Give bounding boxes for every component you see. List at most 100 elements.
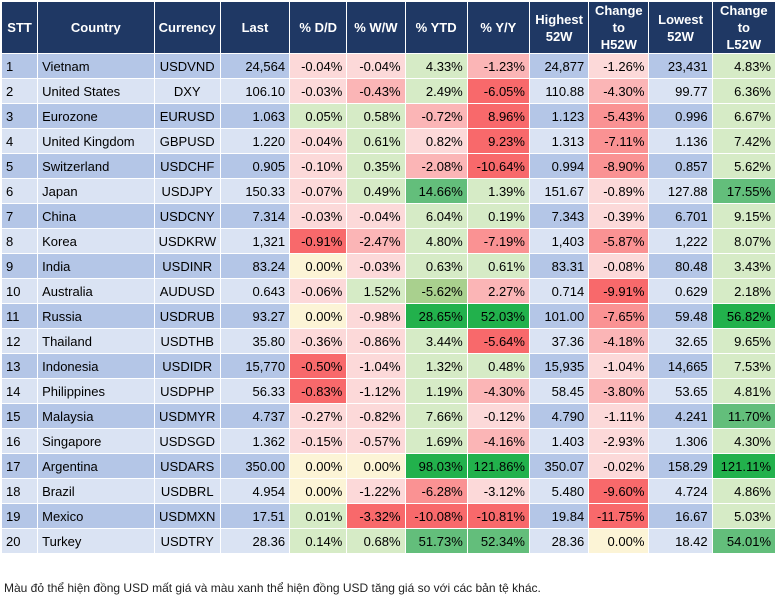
header-high52w: Highest 52W: [528, 1, 590, 54]
cell-ytd: 1.69%: [404, 428, 468, 454]
cell-ww: -0.57%: [346, 428, 406, 454]
cell-currency: USDBRL: [153, 478, 221, 504]
cell-change-l52w: 6.36%: [711, 78, 777, 104]
cell-high52w: 5.480: [528, 478, 590, 504]
cell-low52w: 53.65: [648, 378, 713, 404]
cell-ww: -1.12%: [346, 378, 406, 404]
cell-change-h52w: -3.80%: [588, 378, 650, 404]
cell-low52w: 18.42: [648, 528, 713, 554]
header-row: STT Country Currency Last% D/D% W/W% YTD% Y…: [0, 1, 777, 54]
cell-dd: -0.04%: [289, 128, 348, 154]
cell-low52w: 4.241: [648, 403, 713, 429]
cell-dd: -0.27%: [289, 403, 348, 429]
cell-change-h52w: -7.65%: [588, 303, 650, 329]
cell-dd: 0.14%: [289, 528, 348, 554]
header-country: Country: [37, 1, 155, 54]
cell-ww: -0.43%: [346, 78, 406, 104]
cell-ww: -0.82%: [346, 403, 406, 429]
cell-currency: AUDUSD: [153, 278, 221, 304]
cell-currency: USDRUB: [153, 303, 221, 329]
cell-stt: 2: [0, 78, 39, 104]
cell-low52w: 4.724: [648, 478, 713, 504]
cell-dd: -0.04%: [289, 53, 348, 79]
table-body: 1 Vietnam USDVND 24,564 -0.04% -0.04% 4.33% -1.…: [0, 53, 777, 554]
cell-change-h52w: -0.02%: [588, 453, 650, 479]
cell-change-l52w: 9.65%: [711, 328, 777, 354]
cell-low52w: 1.136: [648, 128, 713, 154]
cell-country: Switzerland: [37, 153, 155, 179]
cell-low52w: 59.48: [648, 303, 713, 329]
cell-low52w: 6.701: [648, 203, 713, 229]
cell-stt: 8: [0, 228, 39, 254]
cell-low52w: 14,665: [648, 353, 713, 379]
cell-currency: USDIDR: [153, 353, 221, 379]
cell-dd: -0.06%: [289, 278, 348, 304]
cell-stt: 11: [0, 303, 39, 329]
cell-country: Thailand: [37, 328, 155, 354]
cell-dd: -0.03%: [289, 78, 348, 104]
cell-last: 350.00: [219, 453, 291, 479]
table-row: 1 Vietnam USDVND 24,564 -0.04% -0.04% 4.33% -1.…: [0, 53, 777, 79]
table-row: 15 Malaysia USDMYR 4.737 -0.27% -0.82% 7.66% -0…: [0, 403, 777, 429]
cell-last: 17.51: [219, 503, 291, 529]
cell-change-h52w: -1.11%: [588, 403, 650, 429]
table-row: 9 India USDINR 83.24 0.00% -0.03% 0.63% 0.61% 83…: [0, 253, 777, 279]
cell-currency: USDARS: [153, 453, 221, 479]
cell-ytd: 4.33%: [404, 53, 468, 79]
cell-high52w: 7.343: [528, 203, 590, 229]
cell-last: 106.10: [219, 78, 291, 104]
cell-yy: 121.86%: [466, 453, 530, 479]
cell-stt: 13: [0, 353, 39, 379]
cell-change-l52w: 7.42%: [711, 128, 777, 154]
cell-low52w: 80.48: [648, 253, 713, 279]
cell-change-h52w: -9.91%: [588, 278, 650, 304]
cell-last: 150.33: [219, 178, 291, 204]
cell-country: Japan: [37, 178, 155, 204]
cell-country: Brazil: [37, 478, 155, 504]
cell-stt: 20: [0, 528, 39, 554]
cell-change-l52w: 56.82%: [711, 303, 777, 329]
cell-last: 1.362: [219, 428, 291, 454]
cell-currency: USDPHP: [153, 378, 221, 404]
cell-stt: 5: [0, 153, 39, 179]
cell-currency: GBPUSD: [153, 128, 221, 154]
cell-last: 56.33: [219, 378, 291, 404]
cell-high52w: 4.790: [528, 403, 590, 429]
table-row: 20 Turkey USDTRY 28.36 0.14% 0.68% 51.73% 52.34…: [0, 528, 777, 554]
cell-change-h52w: -4.30%: [588, 78, 650, 104]
cell-ww: -0.98%: [346, 303, 406, 329]
cell-change-h52w: -0.08%: [588, 253, 650, 279]
cell-currency: EURUSD: [153, 103, 221, 129]
cell-low52w: 99.77: [648, 78, 713, 104]
cell-dd: 0.00%: [289, 303, 348, 329]
cell-last: 0.643: [219, 278, 291, 304]
cell-yy: 2.27%: [466, 278, 530, 304]
cell-last: 15,770: [219, 353, 291, 379]
cell-dd: 0.01%: [289, 503, 348, 529]
cell-yy: -5.64%: [466, 328, 530, 354]
table-row: 5 Switzerland USDCHF 0.905 -0.10% 0.35% -2.08%…: [0, 153, 777, 179]
cell-high52w: 350.07: [528, 453, 590, 479]
table-row: 12 Thailand USDTHB 35.80 -0.36% -0.86% 3.44% -5…: [0, 328, 777, 354]
cell-high52w: 24,877: [528, 53, 590, 79]
cell-stt: 3: [0, 103, 39, 129]
cell-high52w: 0.994: [528, 153, 590, 179]
cell-change-h52w: -9.60%: [588, 478, 650, 504]
cell-yy: 1.39%: [466, 178, 530, 204]
cell-change-h52w: -1.04%: [588, 353, 650, 379]
cell-change-h52w: -11.75%: [588, 503, 650, 529]
cell-ytd: 98.03%: [404, 453, 468, 479]
cell-last: 7.314: [219, 203, 291, 229]
header-yy: % Y/Y: [466, 1, 530, 54]
cell-country: Korea: [37, 228, 155, 254]
table-row: 13 Indonesia USDIDR 15,770 -0.50% -1.04% 1.32%…: [0, 353, 777, 379]
cell-dd: -0.03%: [289, 203, 348, 229]
cell-change-l52w: 7.53%: [711, 353, 777, 379]
cell-high52w: 0.714: [528, 278, 590, 304]
table-row: 19 Mexico USDMXN 17.51 0.01% -3.32% -10.08% -10…: [0, 503, 777, 529]
cell-dd: -0.50%: [289, 353, 348, 379]
cell-yy: 0.19%: [466, 203, 530, 229]
cell-yy: 0.48%: [466, 353, 530, 379]
cell-yy: -10.81%: [466, 503, 530, 529]
cell-low52w: 32.65: [648, 328, 713, 354]
